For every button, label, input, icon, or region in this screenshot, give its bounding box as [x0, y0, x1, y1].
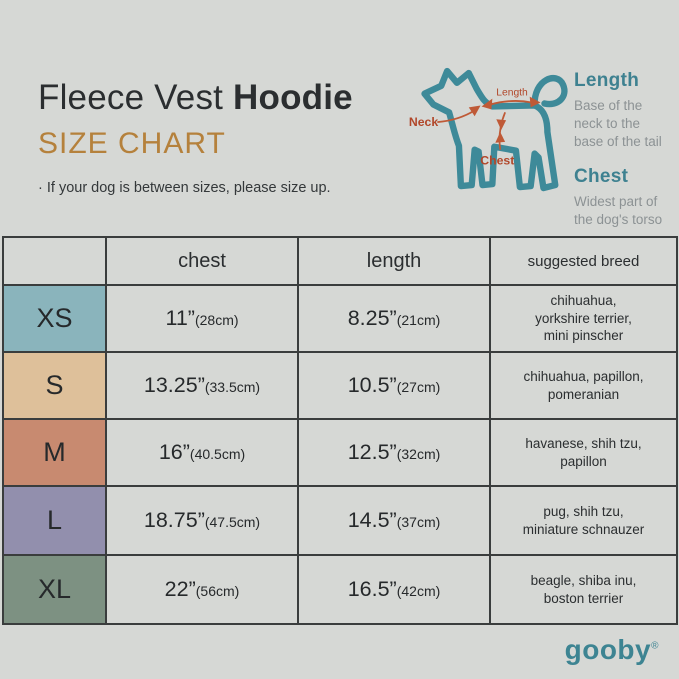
length-cm-value: (27cm) — [396, 379, 441, 395]
legend-def-chest: Widest part of the dog's torso — [574, 194, 663, 228]
page-subtitle: SIZE CHART — [38, 127, 226, 160]
chest-arrowhead-down-icon — [496, 119, 507, 131]
length-inches-value: 16.5” — [347, 577, 397, 601]
legend-def-length: Base of the neck to the base of the tail — [574, 98, 662, 149]
size-cell: L — [2, 485, 107, 556]
title-block: Fleece Vest Hoodie SIZE CHART · If your … — [38, 78, 353, 196]
length-cm-value: (32cm) — [396, 446, 441, 462]
size-table: chest length suggested breed XS 11”(28cm… — [2, 236, 678, 625]
length-cm-value: (37cm) — [396, 514, 441, 530]
page-title: Fleece Vest Hoodie — [38, 78, 353, 118]
length-inches-value: 10.5” — [347, 373, 397, 397]
length-inches-value: 8.25” — [347, 306, 397, 330]
length-cell: 8.25”(21cm) — [297, 284, 491, 353]
size-cell: XS — [2, 284, 107, 353]
length-arrow — [490, 100, 532, 106]
chest-inches-value: 13.25” — [143, 373, 205, 397]
table-row-s: S 13.25”(33.5cm) 10.5”(27cm) chihuahua, … — [2, 351, 678, 420]
size-column-header — [2, 236, 107, 286]
chest-cm-value: (33.5cm) — [204, 379, 261, 395]
gooby-logo-text: gooby — [564, 634, 652, 665]
measurement-legend: Length Base of the neck to the base of t… — [574, 52, 673, 227]
breed-cell: chihuahua, yorkshire terrier, mini pinsc… — [489, 284, 678, 353]
breed-cell: havanese, shih tzu, papillon — [489, 418, 678, 487]
legend-term-length: Length — [574, 70, 640, 91]
measurement-diagram: Neck Length Chest Length Base of the nec… — [398, 52, 673, 227]
table-row-xl: XL 22”(56cm) 16.5”(42cm) beagle, shiba i… — [2, 554, 678, 625]
dog-outline-icon: Neck Length Chest — [409, 67, 568, 192]
legend-item-length: Length Base of the neck to the base of t… — [574, 70, 673, 150]
length-column-header: length — [297, 236, 491, 286]
chest-inches-value: 16” — [158, 440, 190, 464]
registered-mark: ® — [651, 640, 659, 652]
chest-label: Chest — [480, 153, 514, 167]
length-label: Length — [496, 88, 528, 99]
size-cell: M — [2, 418, 107, 487]
chest-cell: 11”(28cm) — [105, 284, 299, 353]
page-title-bold: Hoodie — [233, 78, 353, 117]
chest-cell: 16”(40.5cm) — [105, 418, 299, 487]
chest-cell: 18.75”(47.5cm) — [105, 485, 299, 556]
breed-cell: beagle, shiba inu, boston terrier — [489, 554, 678, 625]
chest-column-header: chest — [105, 236, 299, 286]
chest-cell: 13.25”(33.5cm) — [105, 351, 299, 420]
chest-arrow — [498, 112, 506, 150]
length-inches-value: 14.5” — [347, 508, 397, 532]
page-title-regular: Fleece Vest — [38, 78, 224, 117]
table-row-m: M 16”(40.5cm) 12.5”(32cm) havanese, shih… — [2, 418, 678, 487]
table-row-xs: XS 11”(28cm) 8.25”(21cm) chihuahua, york… — [2, 284, 678, 353]
chest-cm-value: (40.5cm) — [189, 446, 246, 462]
chest-inches-value: 18.75” — [143, 508, 205, 532]
length-arrowhead-left-icon — [481, 98, 493, 110]
breed-column-header: suggested breed — [489, 236, 678, 286]
dog-tail-outline — [531, 75, 568, 109]
length-cm-value: (42cm) — [396, 583, 441, 599]
chest-inches-value: 11” — [165, 306, 195, 330]
breed-cell: pug, shih tzu, miniature schnauzer — [489, 485, 678, 556]
legend-item-chest: Chest Widest part of the dog's torso — [574, 166, 673, 229]
neck-label: Neck — [409, 115, 439, 129]
chest-cm-value: (47.5cm) — [204, 514, 261, 530]
length-cell: 16.5”(42cm) — [297, 554, 491, 625]
neck-arrowhead-icon — [468, 105, 481, 117]
chest-cm-value: (28cm) — [194, 312, 239, 328]
chest-inches-value: 22” — [164, 577, 196, 601]
gooby-logo: gooby® — [565, 634, 659, 666]
length-cell: 14.5”(37cm) — [297, 485, 491, 556]
size-cell: S — [2, 351, 107, 420]
length-cell: 10.5”(27cm) — [297, 351, 491, 420]
length-arrowhead-right-icon — [529, 96, 541, 108]
size-cell: XL — [2, 554, 107, 625]
sizing-note: · If your dog is between sizes, please s… — [38, 180, 331, 196]
length-cm-value: (21cm) — [396, 312, 441, 328]
legend-term-chest: Chest — [574, 166, 629, 188]
length-cell: 12.5”(32cm) — [297, 418, 491, 487]
chest-arrowhead-up-icon — [495, 132, 506, 143]
table-header-row: chest length suggested breed — [2, 236, 678, 286]
table-row-l: L 18.75”(47.5cm) 14.5”(37cm) pug, shih t… — [2, 485, 678, 556]
dog-body-outline — [421, 67, 559, 192]
breed-cell: chihuahua, papillon, pomeranian — [489, 351, 678, 420]
length-inches-value: 12.5” — [347, 440, 397, 464]
chest-cell: 22”(56cm) — [105, 554, 299, 625]
chest-cm-value: (56cm) — [195, 583, 240, 599]
